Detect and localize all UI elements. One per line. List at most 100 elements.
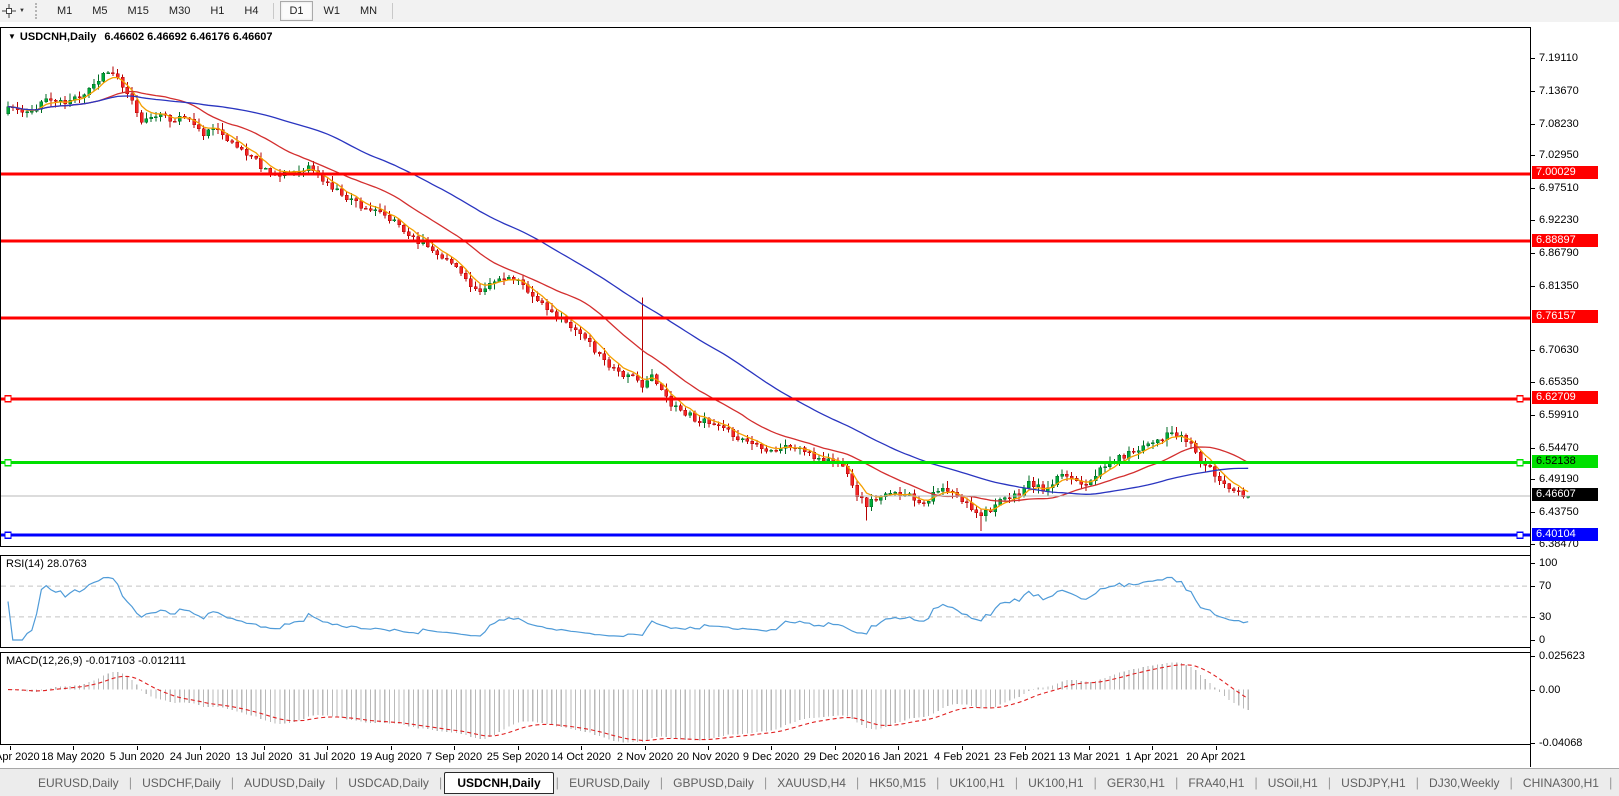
date-label: 25 Sep 2020 xyxy=(486,751,550,763)
timeframe-button-m30[interactable]: M30 xyxy=(168,5,191,17)
tab-separator: | xyxy=(230,775,235,790)
chart-tab-eurusd-daily[interactable]: EURUSD,Daily xyxy=(38,775,119,790)
main-chart-panel[interactable]: ▼ USDCNH,Daily 6.46602 6.46692 6.46176 6.4… xyxy=(0,27,1531,547)
tab-separator: | xyxy=(1254,775,1258,790)
date-label: 29 Dec 2020 xyxy=(803,751,867,763)
timeframe-button-m5[interactable]: M5 xyxy=(92,5,108,17)
timeframe-button-d1[interactable]: D1 xyxy=(280,1,313,21)
price-tick-label-tick xyxy=(1531,124,1535,125)
macd-tick-label: -0.04068 xyxy=(1539,737,1583,749)
price-tick-label-tick xyxy=(1531,286,1535,287)
timeframe-button-w1[interactable]: W1 xyxy=(323,5,341,17)
chart-tab-uk100-h1[interactable]: UK100,H1 xyxy=(949,775,1005,790)
symbol-dropdown-icon[interactable]: ▼ xyxy=(8,32,16,41)
date-tick xyxy=(1025,746,1026,750)
rsi-label: RSI(14) 28.0763 xyxy=(6,558,87,570)
date-tick xyxy=(708,746,709,750)
tab-separator: | xyxy=(855,775,860,790)
toolbar-drag-handle[interactable] xyxy=(34,3,41,19)
date-label: 4 Feb 2021 xyxy=(934,751,990,763)
rsi-panel[interactable]: RSI(14) 28.0763 xyxy=(0,555,1531,648)
price-tick-label-tick xyxy=(1531,382,1535,383)
date-tick xyxy=(1089,746,1090,750)
chart-tab-fra40-h1[interactable]: FRA40,H1 xyxy=(1188,775,1245,790)
chart-tab-china300-h1[interactable]: CHINA300,H1 xyxy=(1522,775,1599,790)
rsi-tick-label-tick xyxy=(1531,563,1535,564)
macd-tick-label: 0.00 xyxy=(1539,684,1561,696)
price-tick-label-tick xyxy=(1531,350,1535,351)
price-tick-label: 6.43750 xyxy=(1539,506,1579,518)
chart-tab-gbpusd-daily[interactable]: GBPUSD,Daily xyxy=(673,775,754,790)
date-tick xyxy=(327,746,328,750)
chart-tab-uk100-h1[interactable]: UK100,H1 xyxy=(1028,775,1084,790)
macd-tick-label-tick xyxy=(1531,656,1535,657)
tab-separator: | xyxy=(438,775,443,790)
chart-tab-usoil-h1[interactable]: USOil,H1 xyxy=(1267,775,1318,790)
date-tick xyxy=(962,746,963,750)
crosshair-tool-button[interactable]: ▼ xyxy=(0,2,31,20)
chart-title-quotes: 6.46602 6.46692 6.46176 6.46607 xyxy=(104,31,273,43)
macd-tick-label: 0.025623 xyxy=(1539,650,1585,662)
level-price-badge: 6.52138 xyxy=(1532,455,1598,468)
chart-tabs-bar: EURUSD,Daily | USDCHF,Daily | AUDUSD,Daily | U… xyxy=(0,768,1619,796)
level-price-badge: 6.62709 xyxy=(1532,391,1598,404)
tab-separator: | xyxy=(659,775,664,790)
price-tick-label-tick xyxy=(1531,91,1535,92)
date-tick xyxy=(1216,746,1217,750)
chart-tab-audusd-daily[interactable]: AUDUSD,Daily xyxy=(244,775,325,790)
chart-tab-ger30-h1[interactable]: GER30,H1 xyxy=(1106,775,1165,790)
tab-separator: | xyxy=(1509,775,1513,790)
tab-separator: | xyxy=(1174,775,1179,790)
timeframe-button-mn[interactable]: MN xyxy=(360,5,378,17)
chart-tab-u[interactable]: U xyxy=(1614,772,1619,794)
chart-tab-usdchf-daily[interactable]: USDCHF,Daily xyxy=(142,775,221,790)
date-label: 14 Oct 2020 xyxy=(551,751,611,763)
date-label: 13 Mar 2021 xyxy=(1058,751,1120,763)
tab-separator: | xyxy=(1014,775,1019,790)
date-label: 1 Apr 2021 xyxy=(1125,751,1179,763)
price-tick-label: 6.70630 xyxy=(1539,344,1579,356)
chart-title-symbol: USDCNH,Daily xyxy=(19,31,97,43)
tab-separator: | xyxy=(1415,775,1420,790)
date-label: 13 Jul 2020 xyxy=(235,751,293,763)
timeframe-button-m15[interactable]: M15 xyxy=(127,5,149,17)
timeframe-button-h4[interactable]: H4 xyxy=(244,5,259,17)
date-label: 29 Apr 2020 xyxy=(0,751,40,763)
macd-tick-label-tick xyxy=(1531,743,1535,744)
chart-tab-usdcad-daily[interactable]: USDCAD,Daily xyxy=(348,775,429,790)
price-tick-label-tick xyxy=(1531,479,1535,480)
chart-tab-usdjpy-h1[interactable]: USDJPY,H1 xyxy=(1341,775,1406,790)
date-tick xyxy=(454,746,455,750)
timeframe-button-h1[interactable]: H1 xyxy=(210,5,225,17)
date-label: 24 Jun 2020 xyxy=(169,751,231,763)
date-tick xyxy=(264,746,265,750)
rsi-tick-label-tick xyxy=(1531,617,1535,618)
price-tick-label: 7.02950 xyxy=(1539,149,1579,161)
price-tick-label: 7.13670 xyxy=(1539,85,1579,97)
price-tick-label-tick xyxy=(1531,544,1535,545)
date-tick xyxy=(898,746,899,750)
rsi-tick-label: 100 xyxy=(1539,557,1558,569)
date-tick xyxy=(10,746,11,750)
toolbar-separator xyxy=(392,3,394,19)
macd-panel[interactable]: MACD(12,26,9) -0.017103 -0.012111 xyxy=(0,652,1531,745)
price-axis[interactable]: 7.19110 7.13670 7.08230 7.02950 6.97510 6.922… xyxy=(1530,27,1619,767)
rsi-tick-label: 30 xyxy=(1539,611,1552,623)
date-label: 7 Sep 2020 xyxy=(425,751,483,763)
price-tick-label-tick xyxy=(1531,512,1535,513)
price-tick-label-tick xyxy=(1531,188,1535,189)
chevron-down-icon: ▼ xyxy=(19,8,25,14)
macd-tick-label-tick xyxy=(1531,690,1535,691)
chart-tab-hk50-m15[interactable]: HK50,M15 xyxy=(869,775,926,790)
chart-tab-eurusd-daily[interactable]: EURUSD,Daily xyxy=(569,775,650,790)
tab-separator: | xyxy=(1608,775,1613,790)
price-tick-label-tick xyxy=(1531,155,1535,156)
chart-title: ▼ USDCNH,Daily 6.46602 6.46692 6.46176 6.4… xyxy=(8,31,273,43)
price-tick-label: 6.81350 xyxy=(1539,280,1579,292)
chart-tab-dj30-weekly[interactable]: DJ30,Weekly xyxy=(1429,775,1500,790)
timeframe-button-m1[interactable]: M1 xyxy=(56,5,73,17)
chart-tab-usdcnh-daily[interactable]: USDCNH,Daily xyxy=(444,771,554,794)
price-tick-label: 6.49190 xyxy=(1539,473,1579,485)
chart-tab-xauusd-h4[interactable]: XAUUSD,H4 xyxy=(777,775,846,790)
